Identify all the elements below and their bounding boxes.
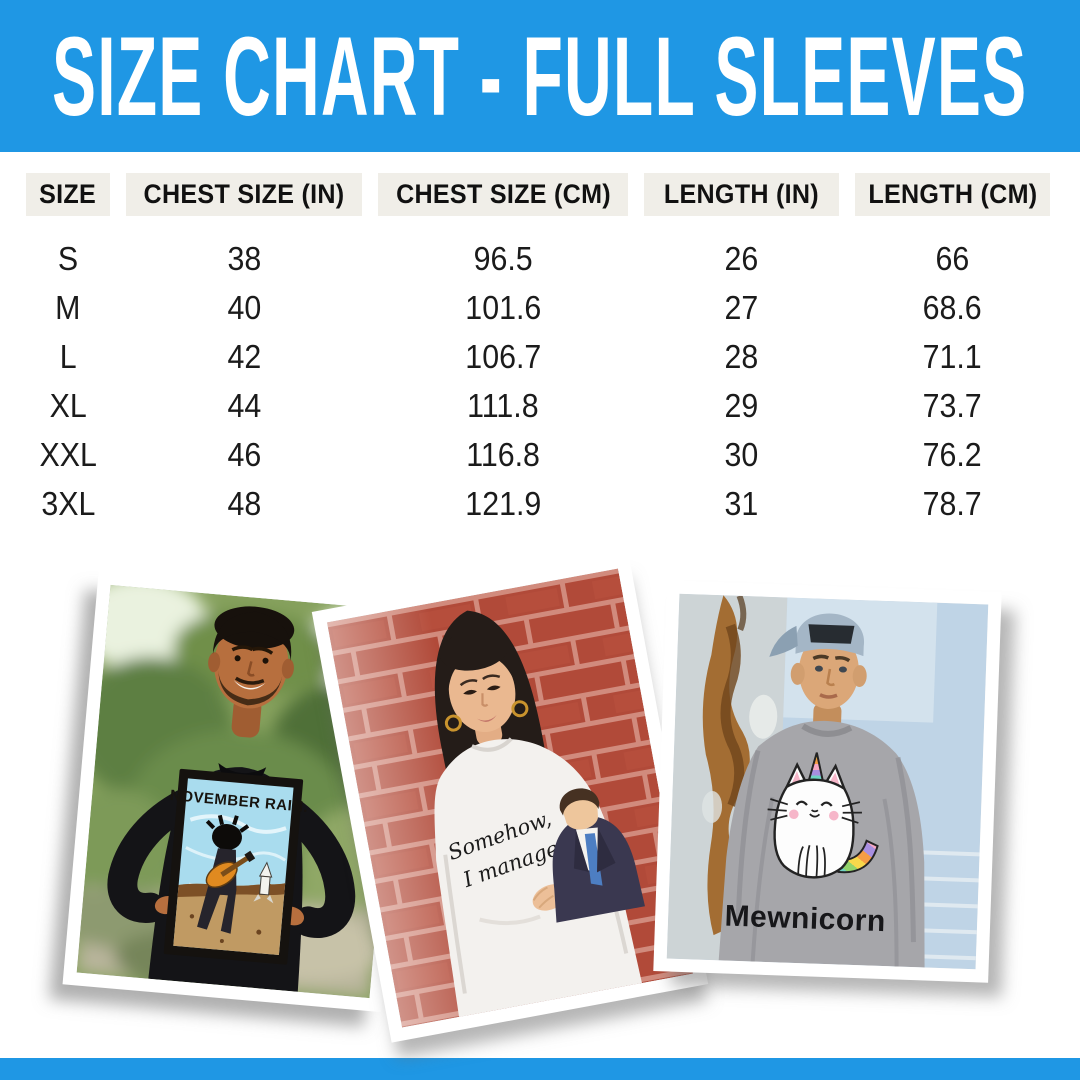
length-cm-value: 78.7 <box>922 484 983 522</box>
chest-in-value: 44 <box>227 386 261 424</box>
chest-cm-value: 96.5 <box>473 239 533 277</box>
title-banner: SIZE CHART - FULL SLEEVES <box>0 0 1080 152</box>
photo-scene-brick-wall: Somehow, I manage <box>326 568 694 1028</box>
beard <box>218 670 283 706</box>
photo-scene-weathered-wall: Mewnicorn <box>666 593 989 970</box>
size-value: XXL <box>39 435 97 473</box>
smile <box>233 680 266 690</box>
michael-figure <box>532 788 645 923</box>
header-cell-length-cm: LENGTH (CM) <box>855 173 1050 216</box>
length-in-value: 28 <box>724 337 759 375</box>
length-in-value: 27 <box>724 288 759 326</box>
length-cm-value: 76.2 <box>922 435 983 473</box>
header-cell-chest-in: CHEST SIZE (IN) <box>126 173 362 216</box>
cat-body <box>773 778 855 879</box>
earring-left <box>444 714 462 732</box>
length-cm-value: 68.6 <box>922 288 983 326</box>
table-row: L 42 106.7 28 71.1 <box>26 332 1054 381</box>
cap-brim <box>769 625 798 657</box>
length-in-value: 30 <box>724 435 759 473</box>
length-in-value: 31 <box>724 484 759 522</box>
belly-lines <box>797 844 826 878</box>
november-rain-mockup: NOVEMBER RAIN. <box>76 584 404 999</box>
chest-cm-value: 106.7 <box>465 337 541 375</box>
photo-scene-outdoor-trees: NOVEMBER RAIN. <box>76 584 404 999</box>
size-table: SIZE CHEST SIZE (IN) CHEST SIZE (CM) LEN… <box>26 173 1054 528</box>
chest-in-value: 42 <box>227 337 261 375</box>
bottom-accent-bar <box>0 1058 1080 1080</box>
face <box>448 650 516 733</box>
rocket-icon <box>253 861 274 904</box>
table-row: S 38 96.5 26 66 <box>26 234 1054 283</box>
size-value: M <box>55 288 81 326</box>
table-row: M 40 101.6 27 68.6 <box>26 283 1054 332</box>
photo-card-somehow-i-manage: Somehow, I manage <box>311 553 709 1043</box>
table-row: XXL 46 116.8 30 76.2 <box>26 430 1054 479</box>
mewnicorn-mockup: Mewnicorn <box>666 593 989 970</box>
header-cell-chest-cm: CHEST SIZE (CM) <box>378 173 628 216</box>
left-arm <box>107 789 199 923</box>
mewnicorn-label: Mewnicorn <box>724 900 886 939</box>
november-rain-poster: NOVEMBER RAIN. <box>163 768 309 965</box>
rust-streaks <box>702 594 778 936</box>
length-cm-value: 73.7 <box>922 386 983 424</box>
chest-in-value: 48 <box>227 484 261 522</box>
size-value: XL <box>49 386 87 424</box>
length-cm-value: 66 <box>935 239 970 277</box>
chest-cm-value: 116.8 <box>466 435 540 473</box>
guitarist-figure <box>197 814 256 934</box>
right-arm <box>278 798 356 938</box>
page-title: SIZE CHART - FULL SLEEVES <box>52 13 1028 139</box>
cap-strap <box>808 624 855 644</box>
somehow-i-manage-mockup: Somehow, I manage <box>326 568 694 1028</box>
table-header-row: SIZE CHEST SIZE (IN) CHEST SIZE (CM) LEN… <box>26 173 1054 216</box>
photo-card-november-rain: NOVEMBER RAIN. <box>62 570 418 1013</box>
chest-in-value: 40 <box>227 288 261 326</box>
length-in-value: 29 <box>724 386 759 424</box>
length-cm-value: 71.1 <box>922 337 983 375</box>
chest-cm-value: 111.8 <box>467 386 539 424</box>
size-value: L <box>59 337 77 375</box>
header-cell-length-in: LENGTH (IN) <box>644 173 839 216</box>
length-in-value: 26 <box>724 239 759 277</box>
tie <box>584 833 603 886</box>
header-cell-size: SIZE <box>26 173 110 216</box>
table-row: XL 44 111.8 29 73.7 <box>26 381 1054 430</box>
whiskers <box>767 798 862 824</box>
photo-card-mewnicorn: Mewnicorn <box>653 580 1002 983</box>
hair-top <box>439 629 510 671</box>
table-body: S 38 96.5 26 66 M 40 101.6 27 68.6 L 42 … <box>26 234 1054 528</box>
chest-in-value: 38 <box>227 239 261 277</box>
hair-cap <box>559 788 600 816</box>
chest-cm-value: 101.6 <box>465 288 541 326</box>
size-value: S <box>57 239 79 277</box>
table-row: 3XL 48 121.9 31 78.7 <box>26 479 1054 528</box>
chest-cm-value: 121.9 <box>465 484 541 522</box>
chest-in-value: 46 <box>227 435 261 473</box>
lips <box>476 715 497 722</box>
mewnicorn-graphic: Mewnicorn <box>724 752 886 939</box>
collar <box>801 723 853 737</box>
model-man-2 <box>718 613 925 968</box>
size-value: 3XL <box>40 484 96 522</box>
earring-right <box>511 700 529 718</box>
